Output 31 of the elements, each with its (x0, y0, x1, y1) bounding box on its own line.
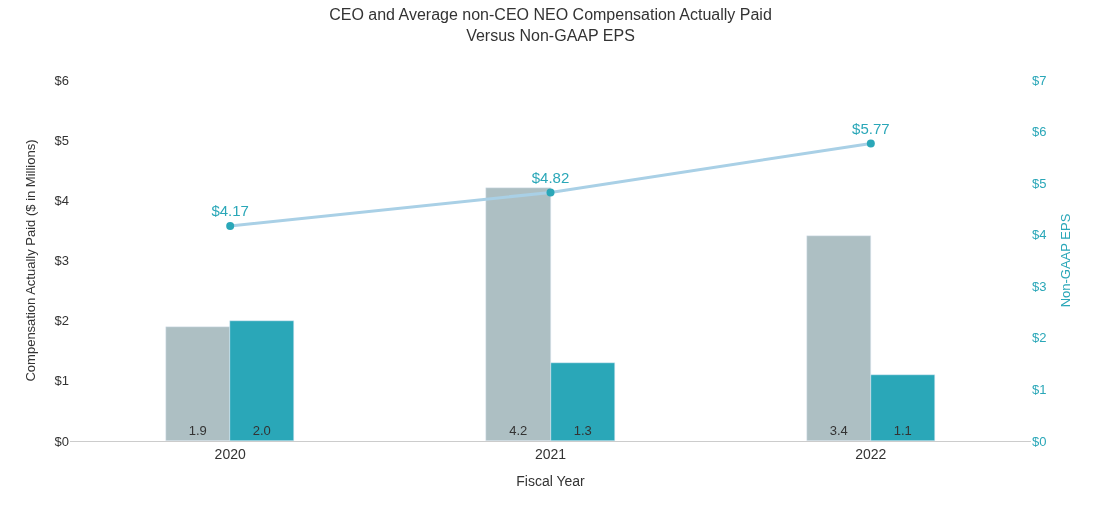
y2-tick-label: $6 (1032, 124, 1047, 140)
y2-axis-title: Non-GAAP EPS (1058, 213, 1074, 308)
y2-tick-label: $0 (1032, 433, 1047, 449)
y-tick-label: $2 (54, 313, 69, 329)
data-label: 4.2 (509, 422, 528, 438)
y2-tick-label: $2 (1032, 330, 1047, 346)
data-label: $4.17 (211, 202, 249, 220)
data-label: 1.1 (893, 422, 912, 438)
x-tick-label: 2021 (534, 445, 567, 462)
y-tick-label: $3 (54, 253, 69, 269)
y-tick-label: $1 (54, 373, 69, 389)
y2-tick-label: $7 (1032, 72, 1047, 88)
y2-tick-label: $5 (1032, 175, 1047, 191)
y-tick-label: $6 (54, 72, 69, 88)
data-label: 1.3 (573, 422, 592, 438)
x-tick-label: 2022 (855, 445, 887, 462)
chart-title: CEO and Average non-CEO NEO Compensation Actually Paid Versus Non-GAAP EPS (329, 6, 772, 45)
x-axis-title: Fiscal Year (516, 473, 586, 490)
x-tick-label: 2020 (214, 445, 246, 462)
y2-tick-label: $1 (1032, 381, 1047, 397)
data-label: 1.9 (188, 422, 207, 438)
y-axis-title: Compensation Actually Paid ($ in Millions) (23, 139, 39, 382)
y-tick-label: $5 (54, 132, 69, 148)
data-label: $4.82 (531, 168, 570, 186)
y2-tick-label: $3 (1032, 278, 1047, 294)
y2-tick-label: $4 (1032, 227, 1047, 243)
data-label: $5.77 (852, 119, 890, 137)
data-label: 2.0 (252, 422, 271, 438)
y-tick-label: $4 (54, 192, 69, 208)
data-label: 3.4 (829, 422, 848, 438)
y-tick-label: $0 (54, 433, 69, 449)
